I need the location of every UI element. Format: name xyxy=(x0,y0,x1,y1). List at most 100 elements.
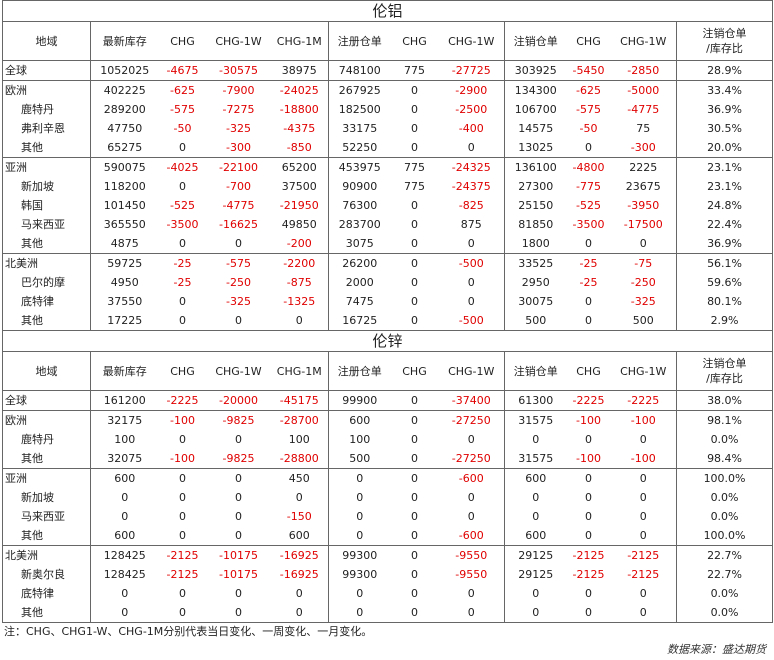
table-cell: -3500 xyxy=(572,218,605,231)
column-header: 注销仓单/库存比 xyxy=(675,351,774,391)
table-cell: 289200 xyxy=(90,100,159,119)
table-cell: 99900 xyxy=(328,390,391,411)
table-cell: -16625 xyxy=(219,218,258,231)
table-cell: -2125 xyxy=(158,545,207,565)
table-cell: 0 xyxy=(390,468,439,488)
table-cell: -9550 xyxy=(438,545,505,565)
table-cell: 31575 xyxy=(504,449,567,469)
table-cell: 0.0% xyxy=(675,488,774,507)
table-cell: -27250 xyxy=(438,410,505,430)
column-header: CHG xyxy=(566,21,611,61)
table-cell: 182500 xyxy=(328,100,391,119)
table-cell: 0 xyxy=(90,507,159,526)
table-cell: 0 xyxy=(585,433,592,446)
region-name: 北美洲 xyxy=(2,253,91,273)
table-cell: 2.9% xyxy=(675,311,774,331)
table-cell: 453975 xyxy=(328,157,391,177)
table-cell: 0 xyxy=(179,433,186,446)
table-cell: 0 xyxy=(179,491,186,504)
table-cell: 0 xyxy=(467,276,475,289)
table-cell: 17225 xyxy=(90,311,159,331)
table-cell: -100 xyxy=(170,452,195,465)
table-row: 弗利辛恩 47750 -50 -325 -4375 33175 0 -400 14575 -50 7… xyxy=(2,119,774,138)
table-cell: 0 xyxy=(639,237,647,250)
table-cell: 402225 xyxy=(90,80,159,100)
table-cell: 0 xyxy=(90,603,159,623)
table-cell: 56.1% xyxy=(675,253,774,273)
table-cell: 0 xyxy=(390,410,439,430)
table-cell: 450 xyxy=(270,468,329,488)
table-cell: 0 xyxy=(235,491,242,504)
table-cell: 0 xyxy=(585,510,592,523)
table-cell: 37550 xyxy=(90,292,159,311)
table-cell: 0 xyxy=(328,468,391,488)
column-header: 注销仓单/库存比 xyxy=(675,21,774,61)
table-cell: -600 xyxy=(458,529,484,542)
table-cell: -50 xyxy=(579,122,598,135)
table-cell: -100 xyxy=(158,410,207,430)
table-cell: 0 xyxy=(179,295,186,308)
table-cell: 16725 xyxy=(328,311,391,331)
table-row: 其他 65275 0 -300 -850 52250 0 0 13025 0 -300 20.0% xyxy=(2,138,774,158)
table-cell: 0 xyxy=(411,237,418,250)
table-cell: 0 xyxy=(179,237,186,250)
table-cell: 0 xyxy=(411,529,418,542)
table-cell: 0 xyxy=(639,433,647,446)
table-cell: 0 xyxy=(179,510,186,523)
table-cell: 0 xyxy=(411,452,418,465)
region-name: 其他 xyxy=(2,449,91,469)
region-name: 其他 xyxy=(2,138,91,158)
column-header: CHG-1W xyxy=(438,351,505,391)
table-cell: 500 xyxy=(504,311,567,331)
table-cell: 303925 xyxy=(504,60,567,81)
table-cell: 13025 xyxy=(504,138,567,158)
table-cell: 100 xyxy=(288,433,310,446)
table-cell: 0 xyxy=(235,510,242,523)
table-cell: 0 xyxy=(411,199,418,212)
table-cell: 600 xyxy=(90,526,159,546)
table-cell: 0 xyxy=(295,314,303,327)
table-cell: 22.4% xyxy=(675,215,774,234)
table-cell: -20000 xyxy=(206,390,271,411)
column-header: CHG xyxy=(390,351,439,391)
table-cell: 775 xyxy=(390,60,439,81)
table-row: 鹿特丹 100 0 0 100 100 0 0 0 0 0 0.0% xyxy=(2,430,774,449)
table-cell: 106700 xyxy=(504,100,567,119)
table-cell: -4675 xyxy=(158,60,207,81)
region-name: 北美洲 xyxy=(2,545,91,565)
table-row: 马来西亚 0 0 0 -150 0 0 0 0 0 0 0.0% xyxy=(2,507,774,526)
table-cell: 2000 xyxy=(328,273,391,292)
table-title-row: 伦锌 xyxy=(1,330,774,352)
table-cell: -4375 xyxy=(283,122,316,135)
table-cell: 0 xyxy=(411,276,418,289)
table-cell: -250 xyxy=(226,276,251,289)
table-cell: -28800 xyxy=(279,452,319,465)
table-cell: 2225 xyxy=(610,157,677,177)
table-cell: 0 xyxy=(328,603,391,623)
table-cell: -525 xyxy=(170,199,195,212)
table-cell: 134300 xyxy=(504,80,567,100)
table-cell: -325 xyxy=(630,295,656,308)
table-cell: -400 xyxy=(458,122,484,135)
table-cell: -7900 xyxy=(206,80,271,100)
table-cell: 65275 xyxy=(90,138,159,158)
table-cell: 0 xyxy=(179,529,186,542)
table-title: 伦锌 xyxy=(1,330,774,352)
table-cell: 0 xyxy=(328,584,391,603)
table-cell: -575 xyxy=(170,103,195,116)
table-cell: 600 xyxy=(288,529,310,542)
column-header: CHG xyxy=(158,21,207,61)
table-cell: -1325 xyxy=(283,295,316,308)
table-cell: 0 xyxy=(504,584,567,603)
table-cell: -45175 xyxy=(270,390,329,411)
table-cell: 161200 xyxy=(90,390,159,411)
table-row: 亚洲 590075 -4025 -22100 65200 453975 775 -24325 1… xyxy=(2,157,774,177)
table-cell: 0 xyxy=(158,468,207,488)
table-cell: 0 xyxy=(467,491,475,504)
table-cell: -9825 xyxy=(222,452,255,465)
table-cell: -300 xyxy=(226,141,251,154)
table-cell: 590075 xyxy=(90,157,159,177)
table-cell: 98.4% xyxy=(675,449,774,469)
region-name: 其他 xyxy=(2,603,91,623)
table-cell: 1800 xyxy=(504,234,567,254)
